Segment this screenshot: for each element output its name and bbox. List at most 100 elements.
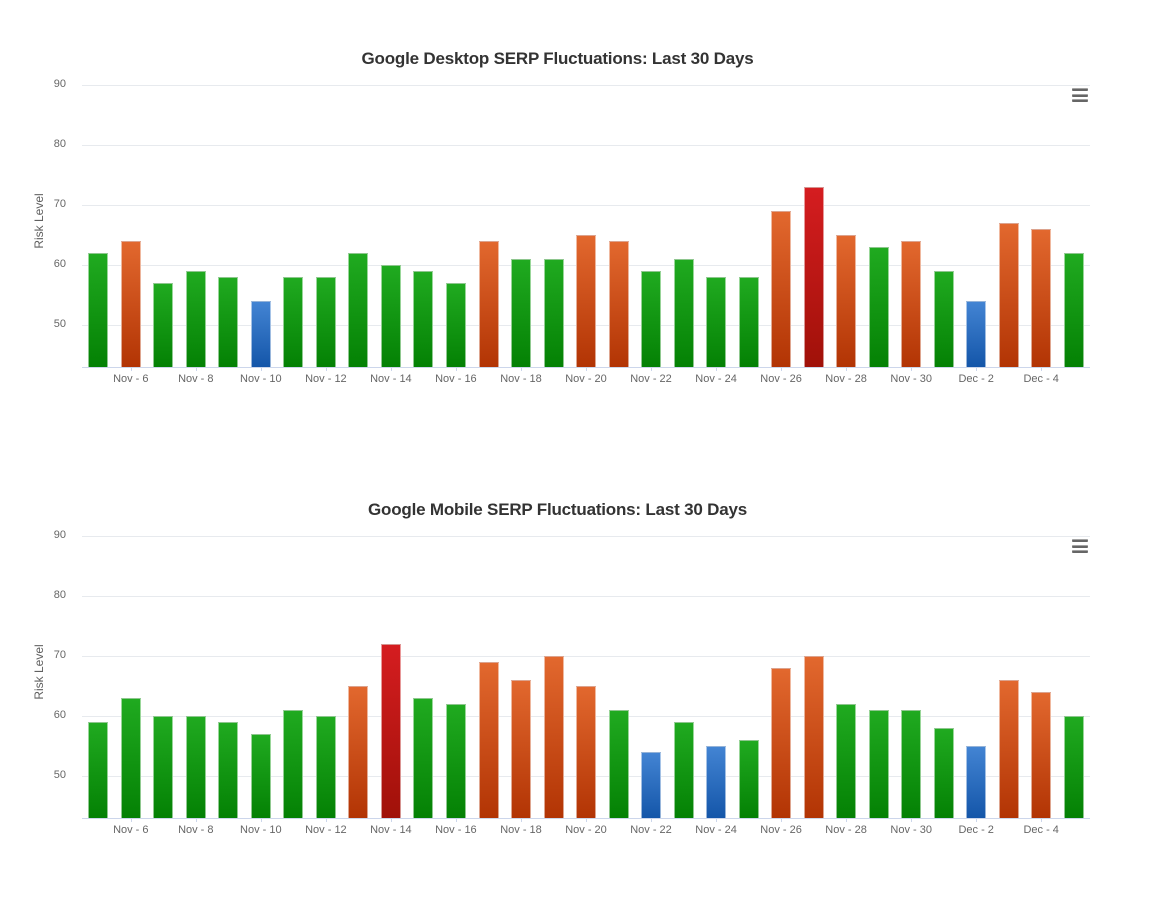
risk-bar[interactable] xyxy=(315,277,336,367)
risk-bar[interactable] xyxy=(380,644,401,818)
risk-bar[interactable] xyxy=(706,746,727,818)
y-axis-tick-label: 70 xyxy=(53,649,66,661)
y-axis-tick-label: 90 xyxy=(53,78,66,90)
risk-bar[interactable] xyxy=(478,662,499,818)
risk-bar[interactable] xyxy=(543,656,564,818)
risk-bar[interactable] xyxy=(576,686,596,818)
page-title: Google Mobile SERP Fluctuations: Last 30… xyxy=(368,500,747,519)
risk-bar[interactable] xyxy=(803,187,824,367)
risk-bar[interactable] xyxy=(998,680,1019,818)
risk-bar[interactable] xyxy=(380,265,401,367)
risk-bar[interactable] xyxy=(88,722,109,818)
risk-bar[interactable] xyxy=(511,680,531,818)
risk-bar[interactable] xyxy=(641,752,661,818)
risk-bar[interactable] xyxy=(608,241,629,367)
risk-bar[interactable] xyxy=(413,698,434,818)
x-axis-tick-mark xyxy=(781,818,783,822)
x-axis-tick-label: Dec - 4 xyxy=(1023,824,1059,836)
x-axis-tick-mark xyxy=(325,818,327,822)
x-axis-tick-label: Nov - 10 xyxy=(240,824,282,836)
x-axis-tick-label: Nov - 30 xyxy=(890,824,932,836)
risk-bar[interactable] xyxy=(868,247,889,367)
x-axis-tick-mark xyxy=(716,818,718,822)
y-axis-tick-label: 60 xyxy=(53,709,66,721)
x-axis-tick-mark xyxy=(651,818,652,822)
x-axis-tick-label: Nov - 22 xyxy=(630,373,672,385)
risk-bar[interactable] xyxy=(120,241,141,367)
risk-bar[interactable] xyxy=(1063,253,1084,367)
gridline xyxy=(82,536,1090,537)
risk-bar[interactable] xyxy=(445,283,466,367)
risk-bar[interactable] xyxy=(933,271,954,367)
x-axis-tick-label: Nov - 14 xyxy=(370,373,412,385)
x-axis-tick-mark xyxy=(911,367,913,371)
risk-bar[interactable] xyxy=(836,704,857,818)
x-axis-tick-mark xyxy=(521,367,522,371)
risk-bar[interactable] xyxy=(218,722,239,818)
x-axis-tick-mark xyxy=(390,367,392,371)
risk-bar[interactable] xyxy=(543,259,564,367)
risk-bar[interactable] xyxy=(413,271,434,367)
y-axis-tick-label: 60 xyxy=(53,258,66,270)
risk-bar[interactable] xyxy=(185,271,206,367)
risk-bar[interactable] xyxy=(1063,716,1084,818)
risk-bar[interactable] xyxy=(250,734,271,818)
x-axis-tick-label: Nov - 18 xyxy=(500,373,542,385)
risk-bar[interactable] xyxy=(348,253,369,367)
risk-bar[interactable] xyxy=(901,241,922,367)
risk-bar[interactable] xyxy=(250,301,271,367)
risk-bar[interactable] xyxy=(673,259,694,367)
gridline xyxy=(82,205,1090,206)
risk-bar[interactable] xyxy=(283,710,304,818)
risk-bar[interactable] xyxy=(120,698,141,818)
x-axis-tick-label: Nov - 16 xyxy=(435,373,477,385)
risk-bar[interactable] xyxy=(1031,692,1052,818)
risk-bar[interactable] xyxy=(706,277,727,367)
x-axis-tick-mark xyxy=(846,818,848,822)
y-axis-tick-label: 80 xyxy=(53,589,66,601)
x-axis-tick-label: Nov - 30 xyxy=(890,373,932,385)
risk-bar[interactable] xyxy=(315,716,336,818)
risk-bar[interactable] xyxy=(998,223,1019,367)
x-axis-tick-label: Nov - 8 xyxy=(178,824,214,836)
risk-bar[interactable] xyxy=(348,686,369,818)
risk-bar[interactable] xyxy=(738,740,759,818)
hamburger-icon xyxy=(1072,539,1088,553)
risk-bar[interactable] xyxy=(608,710,629,818)
risk-bar[interactable] xyxy=(901,710,922,818)
risk-bar[interactable] xyxy=(511,259,531,367)
risk-bar[interactable] xyxy=(868,710,889,818)
x-axis-tick-mark xyxy=(260,367,262,371)
risk-bar[interactable] xyxy=(803,656,824,818)
risk-bar[interactable] xyxy=(673,722,694,818)
risk-bar[interactable] xyxy=(836,235,857,367)
risk-bar[interactable] xyxy=(445,704,466,818)
risk-bar[interactable] xyxy=(933,728,954,818)
y-axis-tick-label: 50 xyxy=(53,318,66,330)
risk-bar[interactable] xyxy=(283,277,304,367)
risk-bar[interactable] xyxy=(218,277,239,367)
x-axis-tick-mark xyxy=(976,818,978,822)
risk-bar[interactable] xyxy=(738,277,759,367)
risk-bar[interactable] xyxy=(576,235,596,367)
risk-bar[interactable] xyxy=(1031,229,1052,367)
risk-bar[interactable] xyxy=(966,746,987,818)
x-axis-tick-label: Nov - 24 xyxy=(695,824,737,836)
risk-bar[interactable] xyxy=(478,241,499,367)
x-axis-tick-mark xyxy=(1041,367,1043,371)
risk-bar[interactable] xyxy=(88,253,109,367)
x-axis-tick-label: Nov - 6 xyxy=(113,824,149,836)
x-axis-tick-label: Nov - 28 xyxy=(825,373,867,385)
x-axis-tick-label: Nov - 8 xyxy=(178,373,214,385)
chart-context-menu-button[interactable] xyxy=(1071,87,1091,105)
x-axis-tick-label: Nov - 20 xyxy=(565,373,607,385)
x-axis-tick-mark xyxy=(521,818,522,822)
risk-bar[interactable] xyxy=(185,716,206,818)
chart-context-menu-button[interactable] xyxy=(1071,538,1091,556)
risk-bar[interactable] xyxy=(153,716,174,818)
risk-bar[interactable] xyxy=(966,301,987,367)
risk-bar[interactable] xyxy=(641,271,661,367)
risk-bar[interactable] xyxy=(771,668,792,818)
risk-bar[interactable] xyxy=(153,283,174,367)
risk-bar[interactable] xyxy=(771,211,792,367)
